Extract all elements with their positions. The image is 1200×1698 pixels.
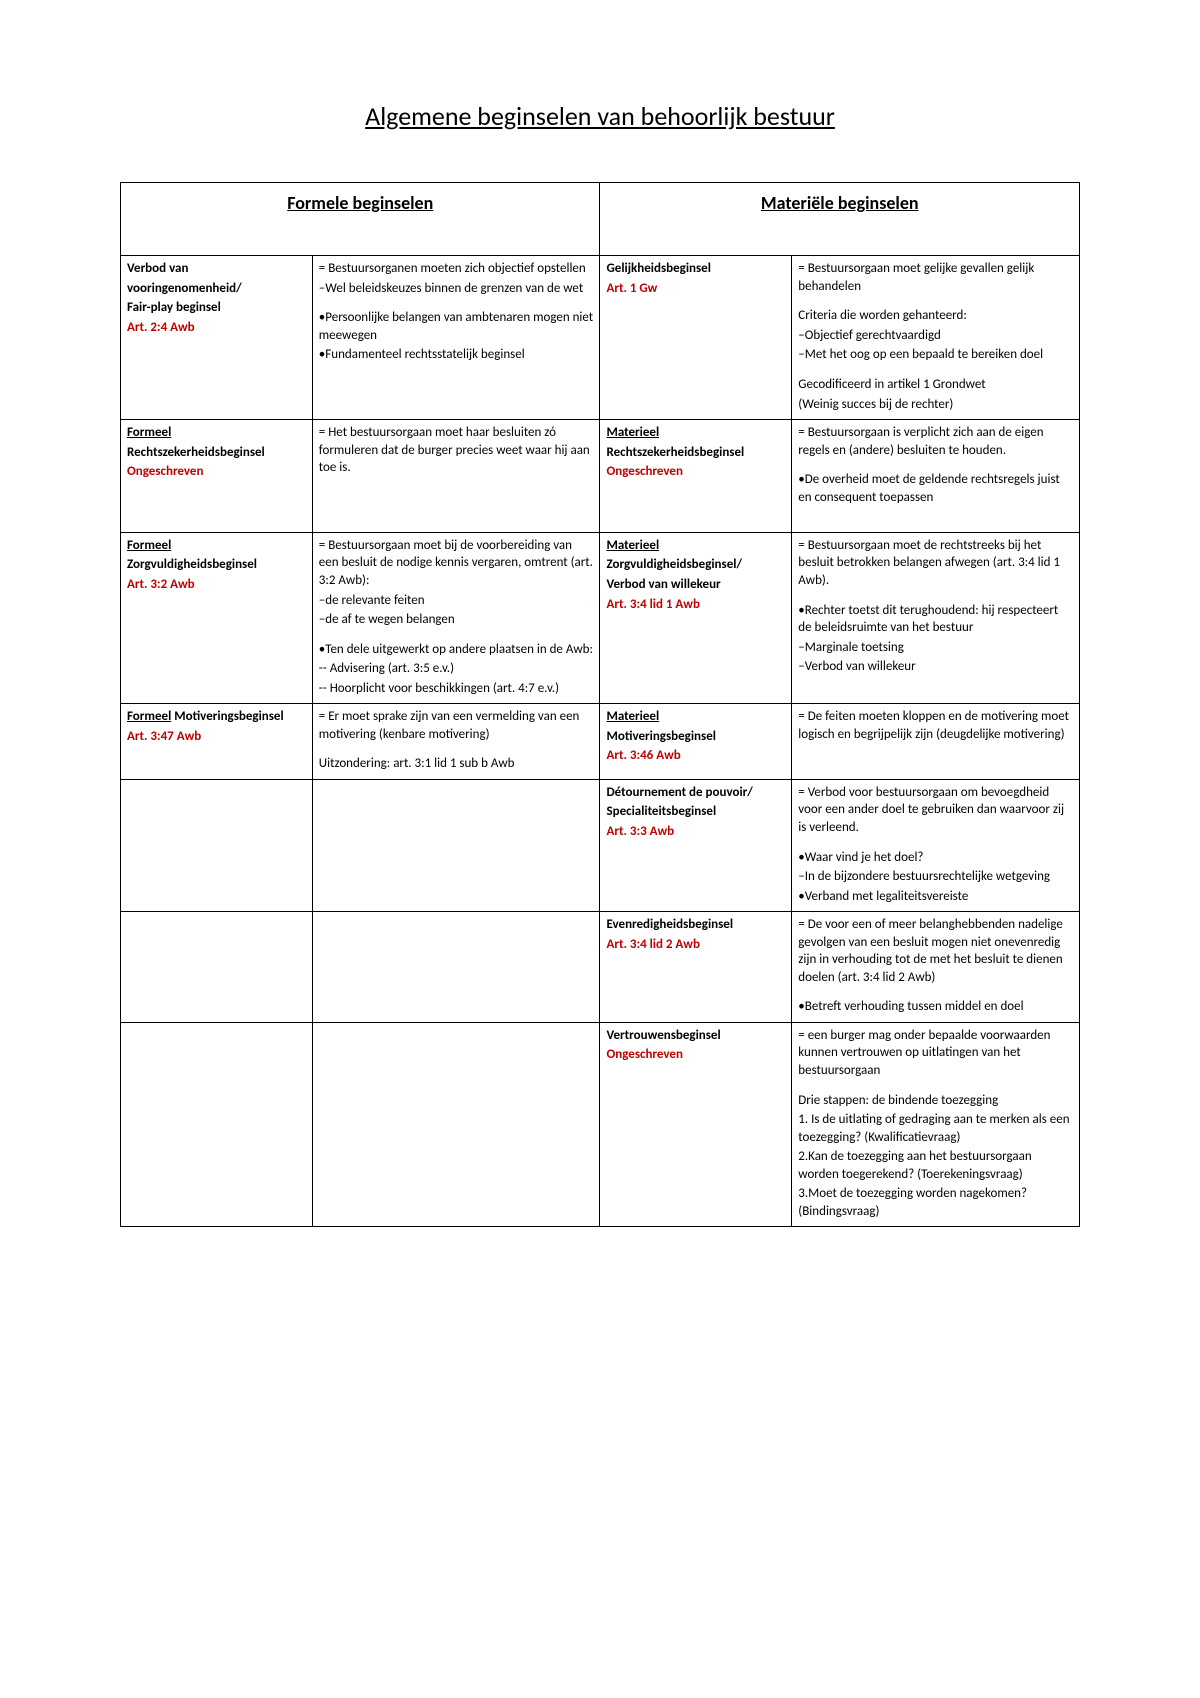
header-materiele: Materiële beginselen xyxy=(600,183,1080,256)
principles-table: Formele beginselen Materiële beginselen … xyxy=(120,182,1080,1227)
formele-name-cell: FormeelZorgvuldigheidsbeginselArt. 3:2 A… xyxy=(121,532,313,703)
formele-name-cell xyxy=(121,779,313,911)
materiele-desc-cell: = Bestuursorgaan is verplicht zich aan d… xyxy=(792,420,1080,533)
table-row: FormeelZorgvuldigheidsbeginselArt. 3:2 A… xyxy=(121,532,1080,703)
materiele-name-cell: MaterieelZorgvuldigheidsbeginsel/Verbod … xyxy=(600,532,792,703)
materiele-desc-cell: = De feiten moeten kloppen en de motiver… xyxy=(792,704,1080,780)
formele-name-cell: Verbod vanvooringenomenheid/Fair-play be… xyxy=(121,256,313,420)
table-row: FormeelRechtszekerheidsbeginselOngeschre… xyxy=(121,420,1080,533)
table-row: EvenredigheidsbeginselArt. 3:4 lid 2 Awb… xyxy=(121,912,1080,1023)
materiele-desc-cell: = een burger mag onder bepaalde voorwaar… xyxy=(792,1022,1080,1226)
formele-name-cell xyxy=(121,912,313,1023)
table-row: VertrouwensbeginselOngeschreven= een bur… xyxy=(121,1022,1080,1226)
materiele-desc-cell: = Bestuursorgaan moet gelijke gevallen g… xyxy=(792,256,1080,420)
document-page: Algemene beginselen van behoorlijk bestu… xyxy=(0,0,1200,1698)
formele-desc-cell xyxy=(312,1022,600,1226)
materiele-name-cell: EvenredigheidsbeginselArt. 3:4 lid 2 Awb xyxy=(600,912,792,1023)
formele-name-cell: Formeel MotiveringsbeginselArt. 3:47 Awb xyxy=(121,704,313,780)
formele-name-cell: FormeelRechtszekerheidsbeginselOngeschre… xyxy=(121,420,313,533)
header-formele: Formele beginselen xyxy=(121,183,600,256)
materiele-name-cell: Détournement de pouvoir/Specialiteitsbeg… xyxy=(600,779,792,911)
formele-desc-cell: = Bestuursorgaan moet bij de voorbereidi… xyxy=(312,532,600,703)
formele-desc-cell: = Er moet sprake zijn van een vermelding… xyxy=(312,704,600,780)
table-row: Détournement de pouvoir/Specialiteitsbeg… xyxy=(121,779,1080,911)
formele-name-cell xyxy=(121,1022,313,1226)
materiele-desc-cell: = Verbod voor bestuursorgaan om bevoegdh… xyxy=(792,779,1080,911)
page-title: Algemene beginselen van behoorlijk bestu… xyxy=(120,100,1080,132)
materiele-desc-cell: = Bestuursorgaan moet de rechtstreeks bi… xyxy=(792,532,1080,703)
materiele-name-cell: VertrouwensbeginselOngeschreven xyxy=(600,1022,792,1226)
formele-desc-cell xyxy=(312,912,600,1023)
table-row: Verbod vanvooringenomenheid/Fair-play be… xyxy=(121,256,1080,420)
formele-desc-cell: = Het bestuursorgaan moet haar besluiten… xyxy=(312,420,600,533)
formele-desc-cell xyxy=(312,779,600,911)
materiele-name-cell: MaterieelMotiveringsbeginselArt. 3:46 Aw… xyxy=(600,704,792,780)
materiele-name-cell: MaterieelRechtszekerheidsbeginselOngesch… xyxy=(600,420,792,533)
table-row: Formeel MotiveringsbeginselArt. 3:47 Awb… xyxy=(121,704,1080,780)
formele-desc-cell: = Bestuursorganen moeten zich objectief … xyxy=(312,256,600,420)
materiele-name-cell: GelijkheidsbeginselArt. 1 Gw xyxy=(600,256,792,420)
materiele-desc-cell: = De voor een of meer belanghebbenden na… xyxy=(792,912,1080,1023)
